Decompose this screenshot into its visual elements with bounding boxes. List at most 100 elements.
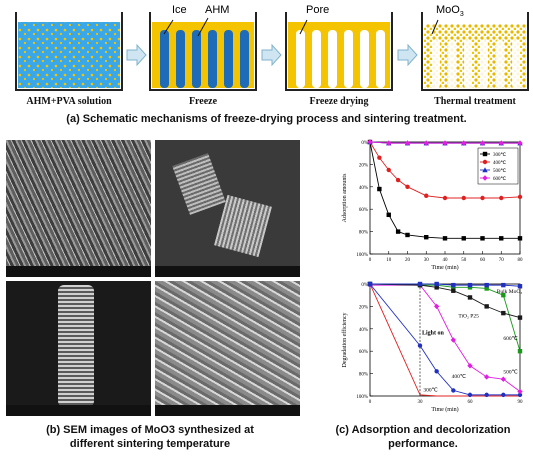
series-label: TiO₂ P25: [458, 314, 479, 320]
data-point: [442, 195, 448, 201]
data-point: [480, 236, 485, 241]
data-point: [442, 140, 448, 146]
label-pore: Pore: [306, 4, 330, 16]
data-point: [467, 282, 473, 288]
y-tick-label: 40%: [359, 328, 368, 333]
data-point: [417, 343, 423, 348]
data-point: [483, 374, 490, 380]
y-axis-label: Adsorption amounts: [342, 173, 348, 222]
y-tick-label: 60%: [359, 350, 368, 355]
series-label: Bulk MoO₃: [497, 289, 523, 295]
data-point: [501, 282, 506, 288]
data-point: [461, 236, 466, 241]
data-point: [484, 286, 489, 291]
data-point: [424, 193, 429, 198]
x-tick-label: 30: [418, 400, 424, 405]
x-tick-label: 60: [480, 258, 486, 263]
data-point: [461, 195, 466, 201]
x-tick-label: 10: [386, 258, 392, 263]
label-moo3-main: MoO: [436, 4, 460, 16]
data-point: [517, 284, 523, 289]
data-point: [484, 392, 489, 398]
x-tick-label: 90: [518, 400, 524, 405]
legend-entry: 300℃: [493, 152, 507, 158]
data-point: [442, 236, 448, 241]
data-point: [451, 285, 456, 290]
data-point: [451, 288, 456, 293]
series-label: 600℃: [503, 336, 518, 342]
y-tick-label: 0%: [361, 141, 368, 146]
label-moo3-sub: 3: [459, 11, 464, 19]
y-tick-label: 20%: [359, 305, 368, 310]
data-point: [424, 235, 429, 240]
x-tick-label: 40: [443, 258, 449, 263]
arrow-1: [126, 43, 147, 67]
data-point: [404, 140, 411, 146]
series-line: [370, 284, 521, 392]
legend-entry: 600℃: [493, 176, 507, 182]
label-ahm: AHM: [205, 4, 230, 16]
sem-info-bar-3: [6, 405, 151, 416]
data-point: [467, 285, 473, 290]
sem-image-1: [6, 140, 151, 277]
crystal-rod: [58, 285, 94, 407]
stage-label-4: Thermal treatment: [434, 96, 516, 107]
data-point: [405, 232, 410, 238]
data-point: [484, 282, 489, 288]
data-point: [467, 295, 473, 300]
series-line: [369, 283, 521, 319]
data-point: [517, 140, 523, 146]
data-point: [517, 236, 523, 241]
beaker-thermal: [421, 12, 529, 91]
data-point: [517, 194, 523, 200]
data-point: [417, 281, 423, 287]
data-point: [467, 392, 473, 398]
data-point: [386, 167, 391, 173]
sem-info-bar-1: [6, 266, 151, 277]
data-point: [451, 282, 456, 288]
data-point: [499, 195, 504, 201]
data-point: [367, 139, 373, 145]
stage-label-2: Freeze: [188, 96, 218, 107]
sem-info-bar-4: [155, 405, 300, 416]
light-on-label: Light on: [422, 330, 445, 336]
y-tick-label: 0%: [361, 283, 368, 288]
y-tick-label: 40%: [359, 186, 368, 191]
data-point: [499, 236, 504, 241]
legend-marker: [482, 167, 488, 173]
y-tick-label: 60%: [359, 208, 368, 213]
series-line: [370, 283, 521, 287]
data-point: [434, 285, 439, 290]
x-tick-label: 50: [461, 258, 467, 263]
data-point: [377, 186, 382, 192]
data-point: [484, 304, 489, 309]
data-point: [450, 337, 457, 343]
data-point: [423, 140, 429, 146]
beaker-solution: [15, 12, 123, 91]
data-point: [377, 155, 382, 160]
legend-marker: [482, 175, 488, 181]
data-point: [405, 184, 410, 189]
sem-image-3: [6, 281, 151, 416]
data-point: [451, 388, 456, 393]
stage-label-3: Freeze drying: [309, 96, 369, 107]
data-point: [386, 140, 392, 146]
series-label: 500℃: [503, 370, 518, 376]
legend-entry: 500℃: [493, 168, 507, 174]
y-tick-label: 100%: [356, 395, 368, 400]
x-axis-label: Time (min): [431, 406, 458, 413]
schematic-panel: Ice AHM Pore MoO3 AHM+PVA solution Freez…: [0, 0, 533, 132]
caption-b-line2: different sintering temperature: [69, 438, 231, 450]
y-axis-label: Degradation efficiency: [341, 312, 348, 367]
data-point: [461, 140, 467, 146]
schematic-drawing: [15, 12, 529, 91]
data-point: [386, 212, 391, 217]
crystal-cluster-1: [172, 153, 226, 215]
label-ice: Ice: [172, 4, 187, 16]
data-point: [395, 229, 401, 234]
arrow-3: [397, 43, 418, 67]
y-tick-label: 80%: [359, 373, 368, 378]
caption-a: (a) Schematic mechanisms of freeze-dryin…: [66, 113, 467, 125]
data-point: [517, 392, 523, 398]
x-tick-label: 70: [499, 258, 505, 263]
